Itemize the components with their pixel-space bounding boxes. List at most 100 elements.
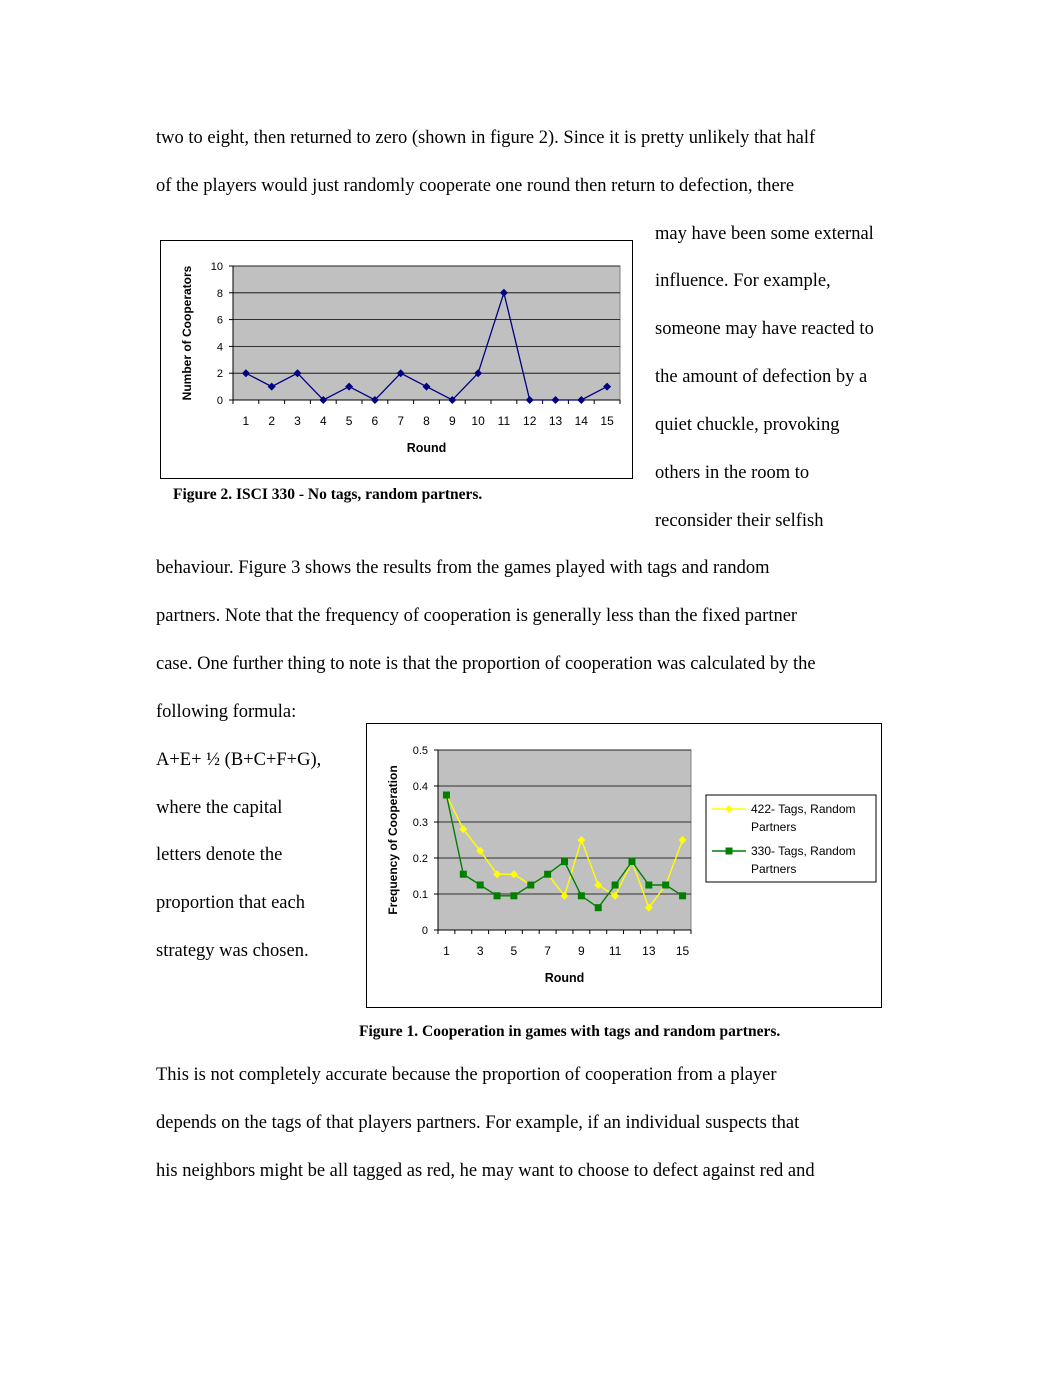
data-point	[510, 892, 518, 900]
paragraph-line: where the capital	[156, 798, 283, 818]
paragraph-line: quiet chuckle, provoking	[655, 415, 840, 435]
data-point	[551, 396, 560, 404]
data-point	[474, 369, 483, 378]
data-point	[493, 892, 501, 900]
x-tick-label: 9	[449, 414, 456, 428]
paragraph-line: reconsider their selfish	[655, 511, 824, 531]
x-tick-label: 15	[676, 944, 690, 958]
paragraph-line: proportion that each	[156, 893, 305, 913]
data-point	[476, 846, 485, 855]
x-tick-label: 9	[578, 944, 585, 958]
x-tick-label: 8	[423, 414, 430, 428]
paragraph-line: This is not completely accurate because …	[156, 1065, 777, 1085]
data-point	[370, 396, 379, 404]
x-tick-label: 1	[243, 414, 250, 428]
legend-label: Partners	[751, 862, 796, 876]
data-point	[679, 892, 687, 900]
paragraph-line: behaviour. Figure 3 shows the results fr…	[156, 558, 770, 578]
paragraph-line: influence. For example,	[655, 271, 831, 291]
data-point	[561, 858, 568, 866]
data-point	[448, 396, 457, 404]
data-point	[611, 891, 620, 900]
paragraph-line: letters denote the	[156, 845, 283, 865]
paragraph-line: may have been some external	[655, 224, 874, 244]
x-tick-label: 11	[498, 414, 511, 428]
x-tick-label: 10	[471, 414, 485, 428]
x-tick-label: 3	[477, 944, 484, 958]
data-point	[678, 836, 687, 844]
x-tick-label: 15	[600, 414, 614, 428]
figure-1-chart: 00.10.20.30.40.51 3 5 7 9 11 13 15RoundFrequenc…	[386, 745, 877, 985]
x-axis-label: Round	[545, 971, 585, 985]
plot-area	[232, 265, 621, 401]
y-tick-label: 0.4	[413, 781, 428, 793]
data-point	[493, 870, 502, 879]
paragraph-line: someone may have reacted to	[655, 319, 874, 339]
data-point	[459, 825, 468, 834]
paragraph-line: following formula:	[156, 702, 297, 722]
y-tick-label: 8	[217, 288, 223, 300]
data-point	[293, 369, 302, 378]
legend-swatch-marker	[725, 847, 733, 855]
y-axis-label: Frequency of Cooperation	[386, 765, 400, 914]
x-tick-label: 13	[549, 414, 563, 428]
paragraph-line: partners. Note that the frequency of coo…	[156, 606, 798, 626]
data-point	[645, 881, 653, 889]
data-point	[577, 396, 586, 404]
data-point	[560, 891, 569, 900]
figure-2-caption: Figure 2. ISCI 330 - No tags, random par…	[173, 486, 483, 503]
paragraph-line: of the players would just randomly coope…	[156, 176, 795, 196]
paragraph-line: depends on the tags of that players part…	[156, 1113, 800, 1133]
y-tick-label: 0	[422, 925, 428, 937]
data-point	[267, 382, 276, 391]
data-point	[459, 870, 467, 878]
paragraph-line: two to eight, then returned to zero (sho…	[156, 128, 816, 148]
paragraph-line: his neighbors might be all tagged as red…	[156, 1161, 815, 1181]
x-tick-label: 1	[443, 944, 450, 958]
x-tick-label: 4	[320, 414, 327, 428]
data-point	[525, 396, 534, 404]
y-tick-label: 0.1	[413, 889, 428, 901]
data-point	[345, 382, 354, 391]
y-tick-label: 6	[217, 315, 223, 327]
x-tick-label: 12	[523, 414, 537, 428]
figure-2-chart-frame: 0 2 4 6 8 10 1 2 3 4 5 6 7 8 9 10 11 12 13 14 15 Round Number …	[160, 240, 633, 479]
x-tick-label: 13	[642, 944, 656, 958]
paragraph-line: the amount of defection by a	[655, 367, 868, 387]
data-point	[577, 836, 586, 844]
x-tick-label: 7	[397, 414, 404, 428]
x-tick-label: 3	[294, 414, 301, 428]
data-point	[396, 369, 405, 378]
paragraph-line: others in the room to	[655, 463, 810, 483]
data-point	[662, 881, 670, 889]
data-point	[628, 858, 636, 866]
y-axis-label: Number of Cooperators	[180, 265, 194, 400]
x-tick-label: 7	[544, 944, 551, 958]
y-tick-label: 0.3	[413, 817, 428, 829]
legend-swatch-marker	[725, 805, 733, 813]
data-point	[422, 382, 431, 391]
data-point	[644, 903, 653, 912]
figure-1-caption: Figure 1. Cooperation in games with tags…	[359, 1023, 781, 1040]
x-tick-label: 14	[575, 414, 589, 428]
legend-label: 330- Tags, Random	[751, 844, 856, 858]
data-point	[319, 396, 328, 404]
data-point	[527, 881, 535, 889]
x-tick-label: 11	[609, 944, 622, 958]
data-point	[544, 870, 552, 878]
plot-area	[437, 749, 692, 931]
x-tick-label: 5	[346, 414, 353, 428]
x-tick-label: 6	[372, 414, 379, 428]
data-point	[603, 382, 612, 391]
paragraph-line: case. One further thing to note is that …	[156, 654, 816, 674]
data-point	[577, 892, 585, 900]
y-tick-label: 2	[217, 368, 223, 380]
legend-label: 422- Tags, Random	[751, 802, 856, 816]
data-point	[476, 881, 484, 889]
y-tick-label: 4	[217, 341, 223, 353]
data-point	[499, 288, 508, 297]
y-tick-label: 0.2	[413, 853, 428, 865]
data-point	[594, 904, 602, 912]
x-tick-label: 2	[268, 414, 275, 428]
